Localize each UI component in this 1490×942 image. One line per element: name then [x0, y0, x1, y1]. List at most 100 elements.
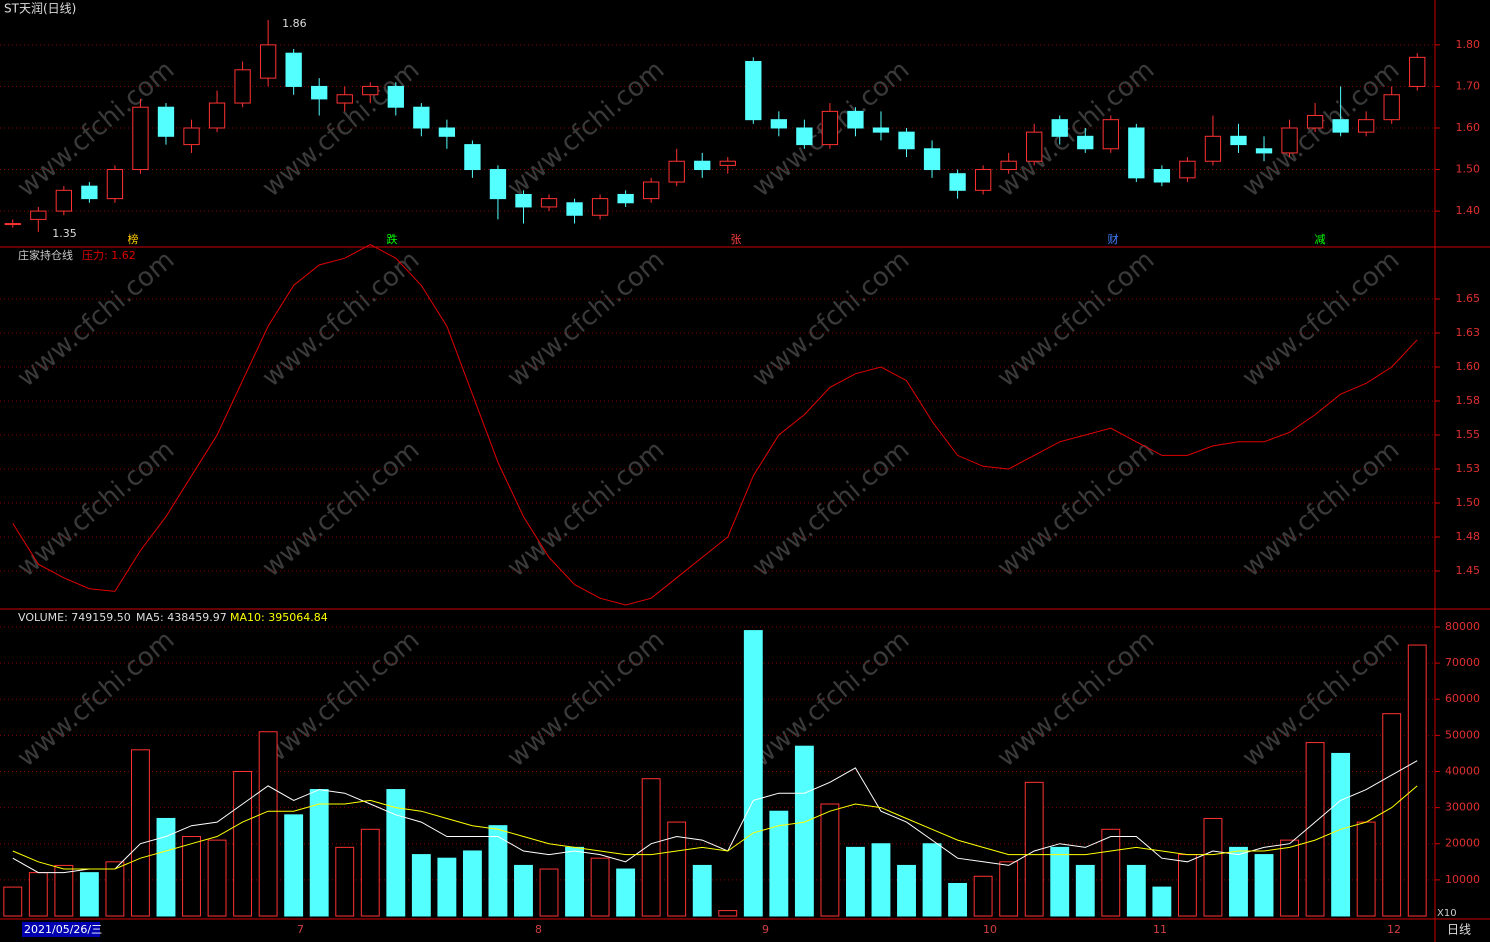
candle-body [566, 202, 583, 216]
volume-bar [437, 857, 457, 917]
candle-body [1026, 131, 1043, 162]
candle-body [387, 85, 404, 108]
volume-bar [641, 778, 661, 917]
y-tick-label: 1.50 [1456, 163, 1481, 176]
low-label: 1.35 [52, 227, 77, 240]
candle-body [515, 193, 532, 208]
candle-body [1179, 160, 1196, 179]
candle-body [1230, 135, 1247, 146]
x-tick-label: 9 [762, 923, 769, 936]
volume-bar [539, 868, 559, 917]
volume-bar [360, 828, 380, 917]
volume-bar [1305, 742, 1325, 917]
candle-body [1128, 127, 1145, 179]
volume-bar [284, 814, 304, 917]
candle-body [234, 69, 251, 104]
y-tick-label: 1.60 [1456, 360, 1481, 373]
volume-bar [794, 745, 814, 917]
volume-bar [1382, 713, 1402, 917]
volume-bar [462, 850, 482, 917]
volume-bar [182, 836, 201, 917]
volume-bar [1050, 846, 1070, 917]
indicator-annotation: 压力: 1.62 [82, 249, 136, 262]
volume-bar [1280, 839, 1299, 917]
candle-body [362, 85, 379, 96]
candle-body [898, 131, 915, 150]
volume-bar [846, 846, 865, 917]
candle-body [1383, 94, 1400, 121]
high-label: 1.86 [282, 17, 307, 30]
candle-body [821, 110, 839, 146]
candle-body [336, 94, 353, 104]
volume-bar [156, 817, 176, 917]
volume-bar [1101, 828, 1121, 917]
volume-bar [1152, 886, 1172, 917]
period-label: 日线 [1447, 923, 1471, 937]
candle-body [489, 169, 507, 200]
series-line [12, 760, 1418, 874]
volume-bar [411, 854, 431, 917]
volume-bar [1407, 644, 1427, 917]
volume-bar [820, 803, 840, 917]
y-tick-label: 80000 [1445, 620, 1480, 633]
volume-bar [105, 861, 125, 917]
y-tick-label: 1.70 [1456, 79, 1481, 92]
volume-bar [258, 731, 278, 917]
candle-body [1051, 119, 1068, 137]
volume-bar [1203, 817, 1223, 917]
y-tick-label: 1.40 [1456, 204, 1481, 217]
y-tick-label: 1.60 [1456, 121, 1481, 134]
candle-body [1000, 160, 1017, 171]
legend-entry: VOLUME: 749159.50 [18, 611, 131, 624]
indicator-title: 庄家持仓线 [18, 248, 73, 262]
volume-bar [667, 821, 687, 917]
candle-body [1102, 119, 1119, 150]
candle-body [796, 127, 813, 146]
volume-bar [1126, 864, 1146, 917]
y-tick-label: 1.53 [1456, 462, 1481, 475]
volume-bar [233, 770, 253, 917]
candle-body [311, 85, 328, 100]
candle-body [438, 127, 456, 137]
candle-body [617, 193, 634, 204]
y-tick-label: 1.80 [1456, 38, 1481, 51]
volume-bar [1356, 821, 1376, 917]
volume-bar [871, 843, 891, 917]
volume-bar [897, 864, 916, 917]
volume-bar [335, 846, 355, 917]
y-tick-label: 1.63 [1456, 326, 1481, 339]
y-tick-label: 1.65 [1456, 292, 1481, 305]
y-tick-label: 30000 [1445, 801, 1480, 814]
volume-bar [79, 872, 99, 917]
x-tick-label: 10 [983, 923, 997, 936]
candle-body [591, 198, 609, 216]
y-tick-label: 60000 [1445, 692, 1480, 705]
volume-bar [309, 789, 329, 917]
candle-body [974, 169, 992, 191]
y-tick-label: 1.50 [1456, 496, 1481, 509]
y-tick-label: 1.48 [1456, 530, 1481, 543]
series-line [12, 244, 1418, 606]
y-tick-label: 20000 [1445, 837, 1480, 850]
candle-body [872, 127, 890, 133]
volume-bar [488, 825, 508, 917]
candle-body [1409, 56, 1426, 87]
x-tick-label: 8 [535, 923, 542, 936]
candle-body [157, 106, 175, 137]
volume-bar [692, 864, 712, 917]
unit-label: X10 [1437, 908, 1457, 919]
candle-body [1281, 127, 1298, 154]
candle-body [208, 102, 226, 129]
candle-body [1306, 115, 1324, 129]
candle-body [668, 160, 685, 183]
event-marker: 财 [1108, 232, 1119, 246]
candle-body [847, 110, 864, 129]
volume-bar [1024, 781, 1044, 917]
candle-body [1255, 148, 1273, 154]
candle-body [540, 198, 558, 208]
y-tick-label: 70000 [1445, 656, 1480, 669]
event-marker: 跌 [387, 232, 398, 246]
event-marker: 榜 [128, 232, 139, 246]
